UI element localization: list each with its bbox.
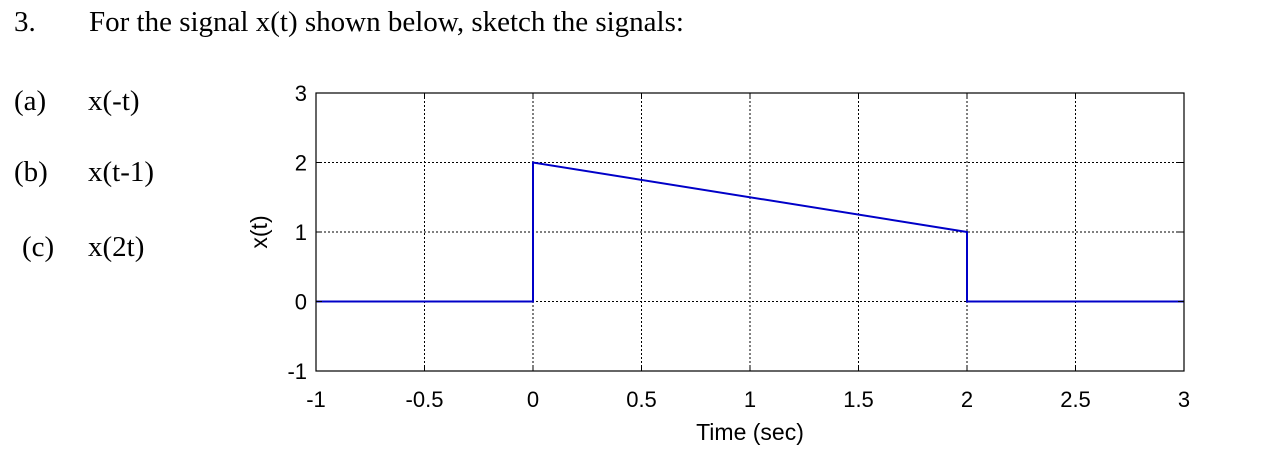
y-axis-label: x(t) — [246, 215, 272, 248]
part-a-label: (a) — [14, 85, 47, 117]
part-c-label: (c) — [22, 231, 55, 263]
x-tick-label: 2.5 — [1060, 387, 1091, 412]
y-tick-label: -1 — [287, 359, 307, 384]
signal-line — [316, 161, 1184, 303]
y-tick-label: 3 — [295, 81, 307, 106]
part-b-label: (b) — [14, 156, 48, 188]
part-b-expression: x(t-1) — [88, 156, 155, 188]
x-tick-label: 3 — [1178, 387, 1190, 412]
part-a-expression: x(-t) — [88, 85, 140, 117]
x-tick-label: 1.5 — [843, 387, 874, 412]
part-a: (a) x(-t) — [14, 85, 140, 118]
question-number: 3. — [14, 6, 36, 38]
part-c: (c) x(2t) — [22, 231, 144, 264]
x-tick-label: -1 — [306, 387, 326, 412]
y-tick-label: 1 — [295, 220, 307, 245]
x-tick-label: 1 — [744, 387, 756, 412]
series-layer — [316, 161, 1184, 303]
part-c-expression: x(2t) — [88, 231, 145, 263]
y-tick-label: 0 — [295, 290, 307, 315]
x-tick-label: -0.5 — [406, 387, 444, 412]
question-prompt: For the signal x(t) shown below, sketch … — [89, 6, 684, 38]
grid-lines — [316, 93, 1184, 371]
x-tick-label: 0 — [527, 387, 539, 412]
part-b: (b) x(t-1) — [14, 156, 154, 189]
x-axis-label: Time (sec) — [696, 419, 804, 445]
x-tick-label: 2 — [961, 387, 973, 412]
tick-labels: -1 -0.5 0 0.5 1 1.5 2 2.5 3 -1 0 1 2 3 — [287, 81, 1190, 412]
tick-marks — [315, 92, 1185, 372]
x-tick-label: 0.5 — [626, 387, 657, 412]
y-tick-label: 2 — [295, 151, 307, 176]
